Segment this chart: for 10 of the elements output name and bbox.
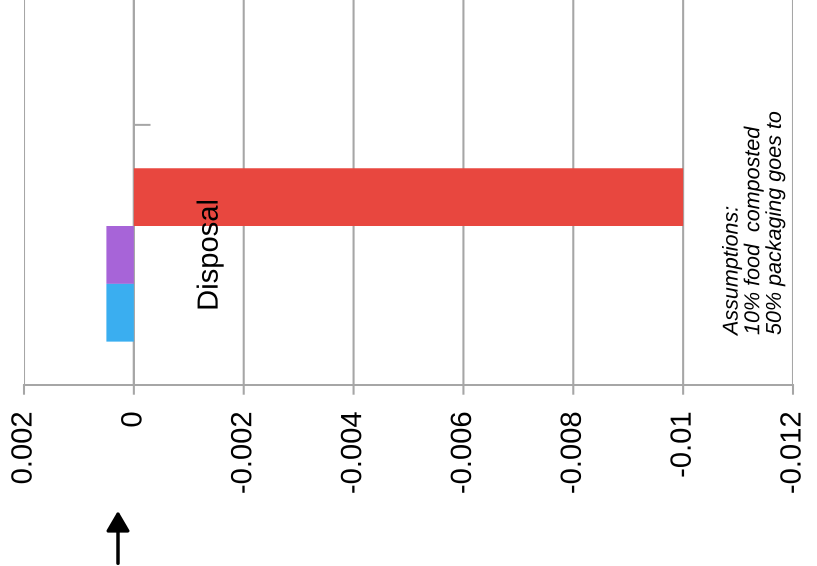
x-tick-label: -0.012 <box>780 412 801 493</box>
x-tick-label: 0.002 <box>11 412 32 484</box>
x-tick-label: -0.002 <box>230 412 252 493</box>
y-tick-label: Disposal <box>196 200 224 308</box>
x-tick-label: -0.004 <box>340 412 362 493</box>
x-tick-label: 0 <box>121 412 142 426</box>
x-tick-label: -0.006 <box>450 412 472 493</box>
x-tick-label: -0.008 <box>560 412 582 493</box>
x-tick-label: -0.01 <box>670 412 691 477</box>
annotation: Assumptions: 10% food composted 50% packaging goes to <box>722 112 786 336</box>
